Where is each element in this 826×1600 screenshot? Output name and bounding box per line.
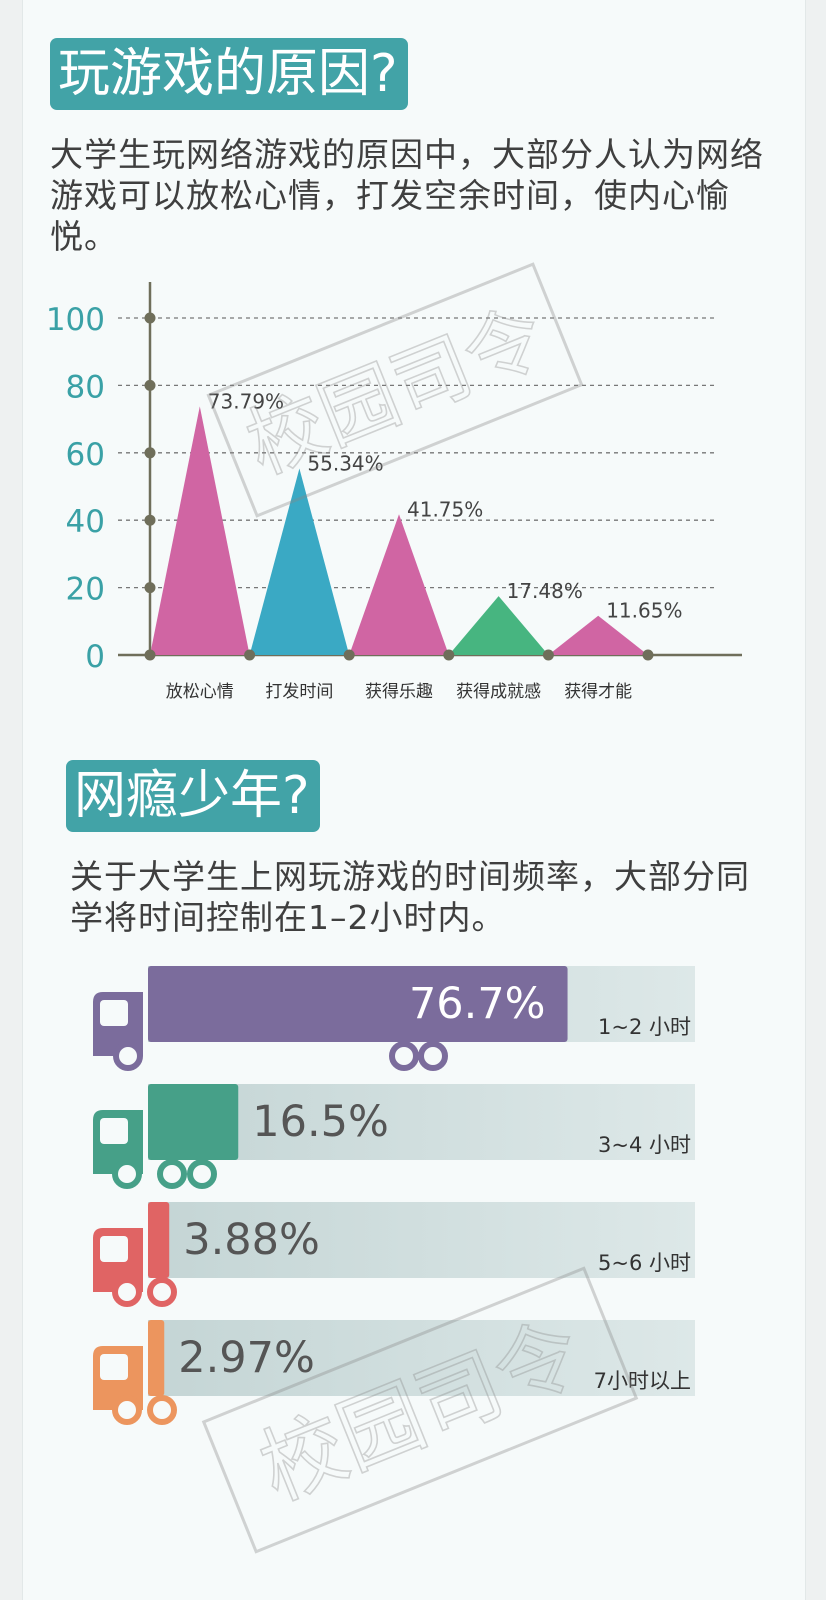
bar-fill bbox=[148, 1084, 239, 1160]
peak-bar bbox=[349, 514, 449, 655]
y-axis-dot bbox=[144, 379, 156, 391]
x-axis-dot bbox=[244, 649, 256, 661]
truck-window bbox=[100, 1236, 128, 1262]
value-label: 17.48% bbox=[507, 579, 583, 603]
peak-bar bbox=[548, 615, 648, 655]
reasons-chart: 0 20 40 60 80 100 73.79% 放松心情 55.34% 打发时间 41.75% 获得… bbox=[46, 282, 742, 702]
category-label: 1~2 小时 bbox=[598, 1015, 691, 1039]
peak-bar bbox=[150, 406, 250, 655]
truck-wheel bbox=[187, 1159, 217, 1189]
x-axis-dot bbox=[443, 649, 455, 661]
section2-heading: 网瘾少年? bbox=[66, 760, 320, 832]
y-axis-dot bbox=[144, 312, 156, 324]
truck-wheel bbox=[113, 1041, 143, 1071]
category-label: 3~4 小时 bbox=[598, 1133, 691, 1157]
y-axis-dot bbox=[144, 514, 156, 526]
section1-heading: 玩游戏的原因? bbox=[50, 38, 408, 110]
category-label: 打发时间 bbox=[265, 682, 333, 702]
x-axis-dot bbox=[343, 649, 355, 661]
bar-track bbox=[148, 1084, 695, 1160]
y-axis-dot bbox=[144, 447, 156, 459]
section2-paragraph: 关于大学生上网玩游戏的时间频率，大部分同学将时间控制在1–2小时内。 bbox=[70, 857, 750, 937]
value-label: 11.65% bbox=[606, 599, 682, 623]
x-axis-dot bbox=[542, 649, 554, 661]
y-axis-dot bbox=[144, 582, 156, 594]
bar-fill bbox=[148, 966, 568, 1042]
category-label: 7小时以上 bbox=[594, 1369, 691, 1393]
bar-track bbox=[148, 1202, 695, 1278]
y-tick-label: 20 bbox=[66, 572, 105, 608]
category-label: 获得才能 bbox=[564, 682, 632, 702]
x-axis-dot bbox=[642, 649, 654, 661]
section1-paragraph: 大学生玩网络游戏的原因中，大部分人认为网络游戏可以放松心情，打发空余时间，使内心… bbox=[50, 135, 764, 256]
category-label: 获得乐趣 bbox=[365, 682, 433, 702]
truck-wheel bbox=[389, 1041, 419, 1071]
x-axis-dot bbox=[144, 649, 156, 661]
y-tick-label: 100 bbox=[46, 302, 105, 338]
truck-wheel bbox=[157, 1159, 187, 1189]
value-label: 76.7% bbox=[409, 979, 546, 1029]
peak-bar bbox=[249, 468, 350, 655]
bar-track bbox=[148, 1320, 695, 1396]
y-tick-label: 40 bbox=[66, 504, 105, 540]
truck-wheel bbox=[112, 1395, 142, 1425]
value-label: 73.79% bbox=[208, 389, 284, 413]
truck-window bbox=[100, 1000, 128, 1026]
y-tick-label: 60 bbox=[66, 437, 105, 473]
value-label: 16.5% bbox=[252, 1097, 389, 1147]
truck-wheel bbox=[147, 1395, 177, 1425]
truck-window bbox=[100, 1118, 128, 1144]
peak-bar bbox=[448, 596, 549, 655]
value-label: 41.75% bbox=[407, 497, 483, 521]
bar-fill bbox=[148, 1202, 170, 1278]
truck-wheel bbox=[147, 1277, 177, 1307]
truck-wheel bbox=[418, 1041, 448, 1071]
y-tick-label: 0 bbox=[85, 639, 105, 675]
hours-chart: 76.7% 1~2 小时 16.5% 3~4 小时 3.88% 5~6 小时 2.97% 7小… bbox=[93, 966, 695, 1425]
value-label: 2.97% bbox=[178, 1333, 315, 1383]
category-label: 获得成就感 bbox=[456, 682, 541, 702]
value-label: 55.34% bbox=[307, 452, 383, 476]
category-label: 放松心情 bbox=[166, 682, 234, 702]
truck-window bbox=[100, 1354, 128, 1380]
truck-wheel bbox=[112, 1277, 142, 1307]
truck-wheel bbox=[112, 1159, 142, 1189]
category-label: 5~6 小时 bbox=[598, 1251, 691, 1275]
bar-fill bbox=[148, 1320, 165, 1396]
value-label: 3.88% bbox=[183, 1215, 320, 1265]
y-tick-label: 80 bbox=[66, 369, 105, 405]
